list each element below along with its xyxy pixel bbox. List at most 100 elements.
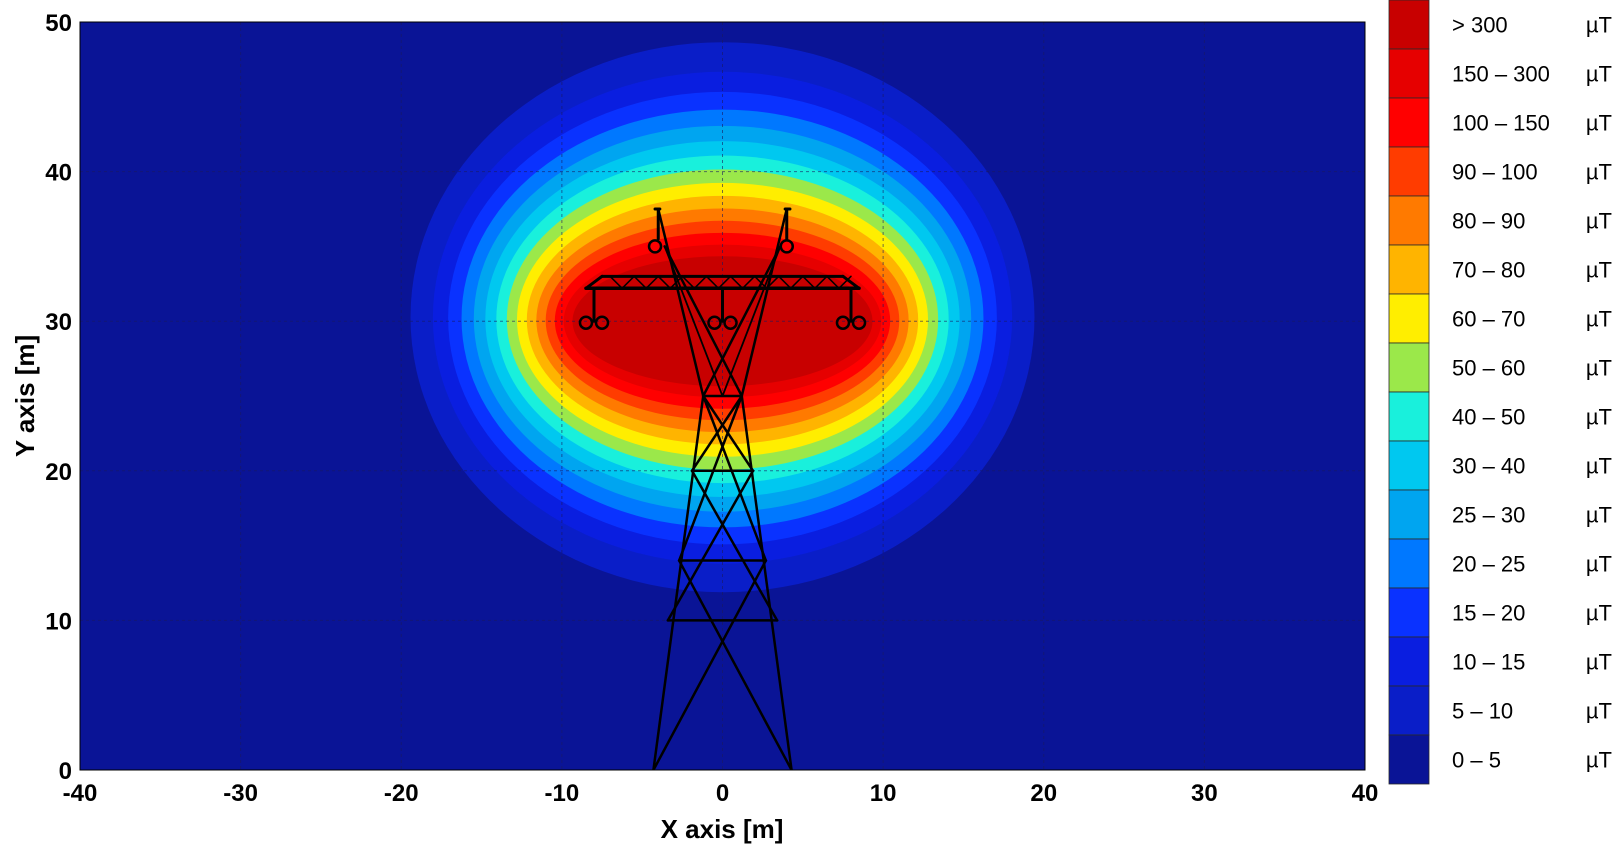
tower-member bbox=[663, 245, 724, 397]
plot-frame bbox=[79, 21, 1366, 771]
legend-range-label: 100 – 150 bbox=[1452, 111, 1550, 136]
legend-unit-label: µT bbox=[1586, 650, 1612, 675]
legend-swatch bbox=[1388, 636, 1430, 687]
legend-unit-label: µT bbox=[1586, 307, 1612, 332]
legend-swatch bbox=[1388, 538, 1430, 589]
legend-swatch bbox=[1388, 48, 1430, 99]
y-axis-ticks: 0 10 20 30 40 50 bbox=[45, 10, 72, 785]
tower-member bbox=[753, 275, 768, 290]
legend-swatch bbox=[1388, 734, 1430, 785]
x-tick-label: 10 bbox=[870, 780, 897, 807]
y-tick-label: 20 bbox=[45, 459, 72, 486]
conductor bbox=[707, 315, 722, 330]
tower-member bbox=[652, 394, 705, 770]
tower-member bbox=[669, 275, 684, 290]
tower-member bbox=[663, 245, 744, 398]
legend-swatch bbox=[1388, 293, 1430, 344]
legend-range-label: 10 – 15 bbox=[1452, 650, 1525, 675]
legend-unit-label: µT bbox=[1586, 13, 1612, 38]
legend-range-label: 30 – 40 bbox=[1452, 454, 1525, 479]
tower-member bbox=[705, 275, 720, 290]
legend-swatch bbox=[1388, 587, 1430, 638]
tower-member bbox=[701, 245, 782, 398]
legend-unit-label: µT bbox=[1586, 160, 1612, 185]
legend-range-label: 50 – 60 bbox=[1452, 356, 1525, 381]
legend-swatch bbox=[1388, 685, 1430, 736]
y-tick-label: 0 bbox=[59, 758, 72, 785]
legend-swatch bbox=[1388, 195, 1430, 246]
tower-member bbox=[690, 394, 744, 473]
tower-member bbox=[621, 275, 635, 290]
legend-unit-label: µT bbox=[1586, 748, 1612, 773]
x-tick-label: 30 bbox=[1191, 780, 1218, 807]
legend-unit-label: µT bbox=[1586, 62, 1612, 87]
y-tick-label: 40 bbox=[45, 160, 72, 187]
tower-member bbox=[584, 274, 604, 290]
tower-member bbox=[677, 559, 793, 770]
legend-range-label: 80 – 90 bbox=[1452, 209, 1525, 234]
earth-wire-clamp bbox=[779, 239, 794, 254]
tower-member bbox=[721, 245, 782, 397]
x-tick-label: -20 bbox=[384, 780, 419, 807]
tower-member bbox=[740, 207, 788, 398]
conductor bbox=[594, 315, 610, 330]
legend-range-label: 20 – 25 bbox=[1452, 552, 1525, 577]
tower-member bbox=[701, 394, 768, 562]
legend-range-label: 25 – 30 bbox=[1452, 503, 1525, 528]
legend-swatch bbox=[1388, 146, 1430, 197]
tower-member bbox=[740, 394, 793, 770]
y-tick-label: 10 bbox=[45, 608, 72, 635]
tower-member bbox=[741, 275, 756, 290]
tower-member bbox=[729, 275, 744, 290]
legend-range-label: 70 – 80 bbox=[1452, 258, 1525, 283]
legend-range-label: 90 – 100 bbox=[1452, 160, 1538, 185]
tower-member bbox=[677, 394, 744, 562]
tower-member bbox=[814, 275, 828, 290]
y-tick-label: 50 bbox=[45, 10, 72, 37]
tower-member bbox=[657, 207, 705, 398]
x-tick-label: 0 bbox=[716, 780, 729, 807]
tower-member bbox=[609, 275, 623, 290]
conductor bbox=[578, 315, 594, 330]
legend-unit-label: µT bbox=[1586, 699, 1612, 724]
legend-swatch bbox=[1388, 0, 1430, 50]
legend-range-label: > 300 bbox=[1452, 13, 1508, 38]
tower-member bbox=[693, 275, 708, 290]
legend-range-label: 15 – 20 bbox=[1452, 601, 1525, 626]
legend-unit-label: µT bbox=[1586, 454, 1612, 479]
legend-range-label: 60 – 70 bbox=[1452, 307, 1525, 332]
x-tick-label: -40 bbox=[63, 780, 98, 807]
x-tick-label: 40 bbox=[1352, 780, 1379, 807]
tower-member bbox=[802, 275, 816, 290]
tower-member bbox=[826, 275, 840, 290]
conductor bbox=[851, 315, 867, 330]
tower-member bbox=[777, 275, 792, 290]
legend-swatch bbox=[1388, 97, 1430, 148]
legend-unit-label: µT bbox=[1586, 405, 1612, 430]
x-axis-ticks: -40 -30 -20 -10 0 10 20 30 40 bbox=[63, 780, 1379, 807]
x-axis-label: X axis [m] bbox=[661, 814, 784, 844]
legend-range-label: 40 – 50 bbox=[1452, 405, 1525, 430]
x-tick-label: -10 bbox=[545, 780, 580, 807]
legend-swatch bbox=[1388, 342, 1430, 393]
legend-unit-label: µT bbox=[1586, 258, 1612, 283]
conductor bbox=[723, 315, 738, 330]
legend-swatch bbox=[1388, 440, 1430, 491]
tower-member bbox=[645, 275, 659, 290]
legend-unit-label: µT bbox=[1586, 552, 1612, 577]
legend-range-label: 5 – 10 bbox=[1452, 699, 1513, 724]
x-tick-label: -30 bbox=[223, 780, 258, 807]
conductor bbox=[835, 315, 851, 330]
tower-member bbox=[841, 274, 861, 290]
tower-member bbox=[666, 469, 755, 622]
legend-range-label: 150 – 300 bbox=[1452, 62, 1550, 87]
legend-unit-label: µT bbox=[1586, 503, 1612, 528]
tower-member bbox=[701, 394, 755, 473]
legend-unit-label: µT bbox=[1586, 356, 1612, 381]
y-tick-label: 30 bbox=[45, 309, 72, 336]
legend-range-label: 0 – 5 bbox=[1452, 748, 1501, 773]
field-contours bbox=[410, 42, 1035, 593]
legend-swatch bbox=[1388, 244, 1430, 295]
legend-unit-label: µT bbox=[1586, 209, 1612, 234]
earth-wire-clamp bbox=[647, 239, 663, 254]
